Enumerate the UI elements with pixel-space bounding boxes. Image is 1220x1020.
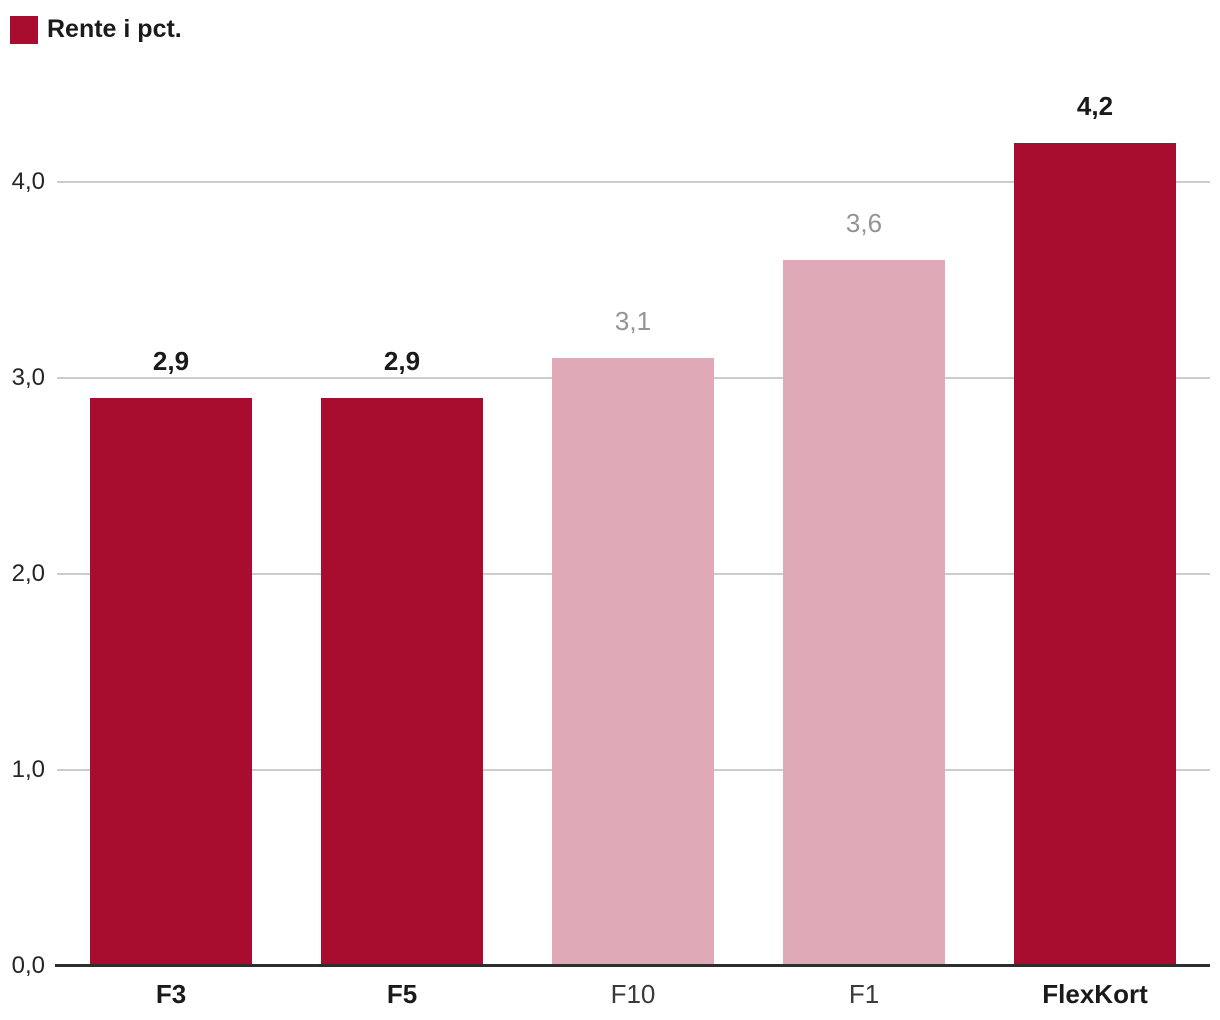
bar-f5 [321,397,483,966]
bar-value-label: 2,9 [145,345,197,376]
gridline [57,181,1210,183]
bar-value-label: 4,2 [1069,90,1121,121]
legend: Rente i pct. [10,15,182,44]
bar-value-label: 3,6 [838,208,890,239]
bar-value-label: 3,1 [607,306,659,337]
legend-swatch [10,15,38,44]
y-axis-tick-label: 0,0 [11,952,45,979]
legend-label: Rente i pct. [47,15,182,43]
x-axis-category-label: F1 [848,979,880,1009]
y-axis-tick-label: 3,0 [11,364,45,391]
x-axis-category-label: FlexKort [1042,979,1148,1009]
bar-f3 [90,397,252,966]
bar-value-label: 2,9 [376,345,428,376]
y-axis-tick-label: 2,0 [11,560,45,587]
x-axis-category-label: F5 [386,979,418,1009]
x-axis-category-label: F10 [610,979,656,1009]
bar-flexkort [1014,142,1176,966]
y-axis-tick-label: 1,0 [11,756,45,783]
bar-f1 [783,260,945,966]
y-axis-tick-label: 4,0 [11,168,45,195]
bar-f10 [552,358,714,966]
x-axis-line [55,964,1210,967]
x-axis-category-label: F3 [155,979,187,1009]
